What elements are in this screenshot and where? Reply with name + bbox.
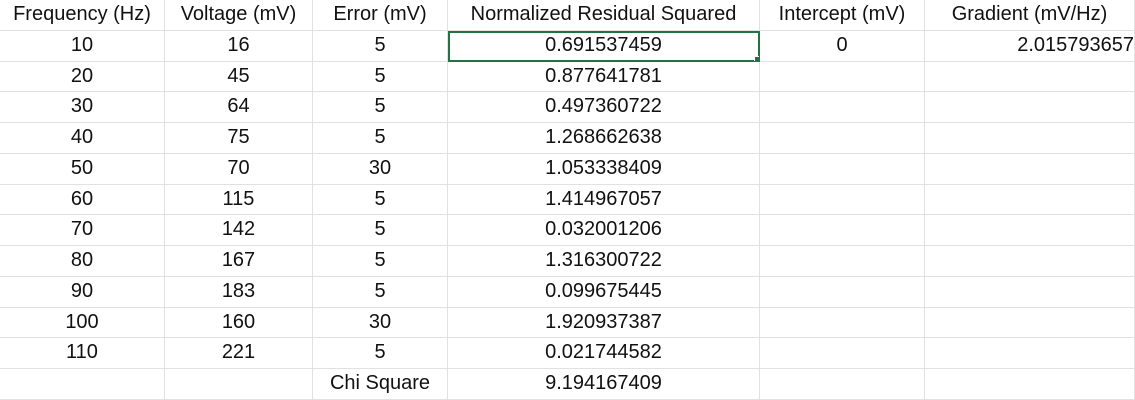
table-cell[interactable] (760, 215, 925, 247)
table-cell[interactable]: 5 (313, 123, 448, 154)
table-cell[interactable] (925, 369, 1135, 400)
table-cell[interactable] (760, 307, 925, 339)
table-cell[interactable]: 5 (313, 215, 448, 247)
table-cell[interactable]: 0.099675445 (448, 276, 760, 308)
table-cell[interactable] (760, 246, 925, 277)
table-cell[interactable] (925, 92, 1135, 124)
table-cell[interactable] (925, 153, 1135, 185)
table-cell[interactable] (0, 369, 165, 400)
table-cell[interactable] (925, 61, 1135, 93)
column-header-3[interactable]: Error (mV) (313, 0, 448, 31)
table-cell[interactable] (760, 276, 925, 308)
table-cell[interactable] (925, 246, 1135, 277)
table-cell[interactable] (760, 338, 925, 370)
table-cell[interactable]: 20 (0, 61, 165, 93)
table-cell[interactable]: 100 (0, 307, 165, 339)
table-cell[interactable]: 70 (165, 153, 313, 185)
table-cell[interactable]: 1.268662638 (448, 123, 760, 154)
table-cell[interactable]: 75 (165, 123, 313, 154)
table-cell[interactable]: 5 (313, 92, 448, 124)
table-cell[interactable] (925, 276, 1135, 308)
table-cell[interactable]: 30 (0, 92, 165, 124)
table-cell[interactable]: 70 (0, 215, 165, 247)
column-header-5[interactable]: Intercept (mV) (760, 0, 925, 31)
table-cell[interactable]: 183 (165, 276, 313, 308)
table-cell[interactable]: 167 (165, 246, 313, 277)
table-cell[interactable]: 16 (165, 30, 313, 62)
table-cell[interactable] (925, 123, 1135, 154)
table-cell[interactable]: 160 (165, 307, 313, 339)
table-cell[interactable] (760, 92, 925, 124)
column-header-6[interactable]: Gradient (mV/Hz) (925, 0, 1135, 31)
table-cell[interactable]: 115 (165, 184, 313, 216)
column-header-4[interactable]: Normalized Residual Squared (448, 0, 760, 31)
table-cell[interactable]: 90 (0, 276, 165, 308)
table-cell[interactable]: 50 (0, 153, 165, 185)
table-cell[interactable] (925, 307, 1135, 339)
table-cell[interactable]: 5 (313, 246, 448, 277)
table-cell[interactable] (760, 369, 925, 400)
table-cell[interactable]: 5 (313, 338, 448, 370)
table-cell[interactable]: 40 (0, 123, 165, 154)
table-cell[interactable]: Chi Square (313, 369, 448, 400)
table-cell[interactable]: 0.877641781 (448, 61, 760, 93)
table-cell[interactable]: 5 (313, 61, 448, 93)
table-cell[interactable]: 1.316300722 (448, 246, 760, 277)
table-cell[interactable]: 5 (313, 276, 448, 308)
table-cell[interactable]: 30 (313, 153, 448, 185)
table-cell[interactable]: 2.015793657 (925, 30, 1135, 62)
table-cell[interactable]: 5 (313, 30, 448, 62)
table-cell[interactable] (760, 61, 925, 93)
table-cell[interactable]: 142 (165, 215, 313, 247)
table-cell[interactable]: 0 (760, 30, 925, 62)
table-cell[interactable]: 221 (165, 338, 313, 370)
table-cell[interactable] (760, 153, 925, 185)
table-cell[interactable] (760, 123, 925, 154)
table-cell[interactable]: 80 (0, 246, 165, 277)
table-cell[interactable] (925, 338, 1135, 370)
table-cell[interactable]: 110 (0, 338, 165, 370)
table-cell[interactable] (925, 215, 1135, 247)
table-cell[interactable]: 1.414967057 (448, 184, 760, 216)
table-cell[interactable] (925, 184, 1135, 216)
table-cell[interactable]: 30 (313, 307, 448, 339)
table-cell[interactable] (760, 184, 925, 216)
column-header-1[interactable]: Frequency (Hz) (0, 0, 165, 31)
table-cell[interactable]: 0.032001206 (448, 215, 760, 247)
table-cell[interactable]: 1.920937387 (448, 307, 760, 339)
table-cell[interactable]: 0.021744582 (448, 338, 760, 370)
table-cell[interactable]: 0.497360722 (448, 92, 760, 124)
table-cell[interactable]: 1.053338409 (448, 153, 760, 185)
table-cell[interactable]: 9.194167409 (448, 369, 760, 400)
table-cell[interactable]: 45 (165, 61, 313, 93)
selected-cell[interactable]: 0.691537459 (448, 30, 760, 62)
table-cell[interactable]: 5 (313, 184, 448, 216)
column-header-2[interactable]: Voltage (mV) (165, 0, 313, 31)
table-cell[interactable]: 64 (165, 92, 313, 124)
table-cell[interactable]: 10 (0, 30, 165, 62)
table-cell[interactable] (165, 369, 313, 400)
table-cell[interactable]: 60 (0, 184, 165, 216)
